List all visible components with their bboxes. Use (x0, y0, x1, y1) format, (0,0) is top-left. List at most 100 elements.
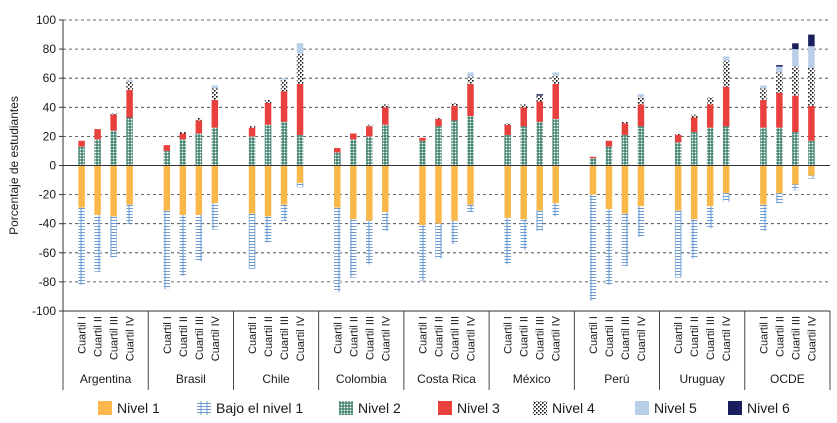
quartile-label: Cuartil I (503, 316, 515, 354)
bar-segment-n5 (792, 49, 799, 67)
bar-segment-n3 (419, 137, 426, 141)
quartile-label: Cuartil III (535, 316, 547, 360)
bar-segment-n1 (419, 165, 426, 226)
bar-segment-n2 (163, 150, 171, 166)
quartile-label: Cuartil IV (806, 315, 818, 361)
bar-segment-b1 (690, 219, 698, 259)
bar-segment-n1 (78, 165, 85, 208)
bar-segment-n1 (179, 165, 187, 215)
bar-segment-n3 (520, 107, 527, 127)
bar-segment-n5 (808, 46, 815, 69)
bar-segment-b1 (776, 193, 783, 204)
bar-segment-b1 (589, 194, 597, 301)
bar-segment-b1 (808, 175, 815, 179)
bar-segment-n4 (552, 75, 559, 85)
quartile-label: Cuartil I (673, 316, 685, 354)
bar-segment-n3 (110, 114, 117, 131)
bar-segment-n3 (78, 140, 85, 147)
bar-segment-n5 (760, 85, 767, 89)
bar-segment-b1 (78, 207, 85, 285)
bar-segment-n4 (690, 114, 698, 118)
y-tick-label: -60 (39, 246, 57, 260)
bar-segment-n4 (706, 97, 714, 105)
bar-segment-b1 (366, 220, 373, 265)
bar-segment-n2 (195, 133, 203, 166)
bar-segment-n3 (776, 92, 783, 128)
bar-segment-b1 (163, 210, 171, 290)
bar-segment-n1 (366, 165, 373, 221)
quartile-label: Cuartil III (279, 316, 291, 360)
bar-segment-n1 (520, 165, 527, 220)
legend-swatch-n2 (339, 401, 353, 415)
bar-segment-n1 (264, 165, 272, 217)
bar-segment-n3 (637, 104, 645, 127)
quartile-label: Cuartil II (604, 316, 616, 357)
legend-swatch-n6 (728, 401, 742, 415)
quartile-label: Cuartil I (758, 316, 770, 354)
quartile-label: Cuartil I (77, 316, 89, 354)
bar-segment-n1 (211, 165, 219, 204)
y-tick-label: 100 (36, 13, 56, 27)
quartile-label: Cuartil II (689, 316, 701, 357)
bar-segment-n2 (334, 152, 341, 166)
bar-segment-n1 (760, 165, 767, 205)
bar-segment-n3 (334, 148, 341, 153)
bar-segment-n3 (722, 86, 730, 127)
bar-segment-n2 (589, 158, 597, 166)
quartile-label: Cuartil III (620, 316, 632, 360)
country-label: Chile (262, 372, 290, 386)
bar-segment-n2 (690, 132, 698, 166)
bar-segment-n1 (792, 165, 799, 185)
bar-segment-n5 (126, 79, 133, 82)
quartile-label: Cuartil IV (721, 315, 733, 361)
bar-segment-n3 (621, 123, 629, 135)
bar-segment-n4 (637, 97, 645, 105)
y-axis-label: Porcentaje de estudiantes (7, 96, 21, 235)
legend-label-n3: Nivel 3 (457, 400, 500, 416)
country-label: OCDE (770, 372, 805, 386)
bar-segment-n3 (690, 117, 698, 133)
bar-segment-n5 (637, 94, 645, 98)
country-label: Uruguay (679, 372, 724, 386)
legend-swatch-n3 (438, 401, 452, 415)
bar-segment-n2 (280, 121, 288, 166)
bar-segment-n1 (248, 165, 256, 214)
legend-swatch-n5 (635, 401, 649, 415)
bar-segment-n4 (264, 100, 272, 103)
bar-segment-n1 (536, 165, 543, 211)
bar-segment-n3 (350, 133, 357, 140)
bar-segment-b1 (451, 220, 458, 245)
y-tick-label: -20 (39, 188, 57, 202)
bar-segment-b1 (280, 204, 288, 221)
bar-segment-n2 (382, 124, 389, 166)
quartile-label: Cuartil II (263, 316, 275, 357)
bar-segment-n4 (808, 68, 815, 106)
bar-segment-n1 (808, 165, 815, 176)
bar-segment-n1 (163, 165, 171, 211)
bar-segment-b1 (248, 213, 256, 269)
bar-segment-n3 (382, 107, 389, 125)
quartile-label: Cuartil IV (551, 315, 563, 361)
bar-segment-n2 (552, 118, 559, 166)
bar-segment-n4 (504, 123, 511, 125)
bar-segment-b1 (504, 217, 511, 265)
bar-segment-n4 (722, 60, 730, 87)
bar-segment-n2 (179, 139, 187, 166)
quartile-label: Cuartil III (450, 316, 462, 360)
bar-segment-b1 (382, 212, 389, 231)
quartile-label: Cuartil IV (466, 315, 478, 361)
bar-segment-n2 (504, 134, 511, 166)
bar-segment-n3 (605, 140, 613, 147)
bar-segment-n4 (792, 66, 799, 96)
quartile-label: Cuartil III (705, 316, 717, 360)
bar-segment-n2 (211, 127, 219, 166)
quartile-label: Cuartil III (790, 316, 802, 360)
bar-segment-b1 (621, 213, 629, 266)
bar-segment-n4 (110, 113, 117, 115)
quartile-label: Cuartil IV (636, 315, 648, 361)
bar-segment-n4 (776, 72, 783, 93)
bar-segment-n3 (163, 145, 171, 151)
country-label: Argentina (80, 372, 132, 386)
y-tick-label: 20 (43, 129, 57, 143)
legend-label-n6: Nivel 6 (747, 400, 790, 416)
